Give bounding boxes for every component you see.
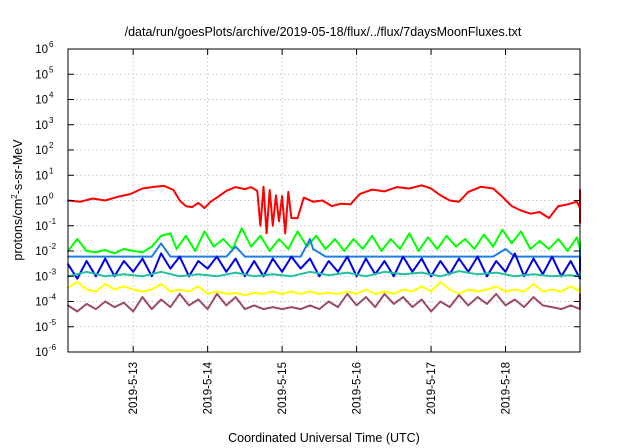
y-axis-label-base: protons/cm <box>11 199 25 261</box>
y-tick-exponent: -4 <box>49 293 57 302</box>
y-tick-base: 10 <box>35 347 48 359</box>
y-tick-label: 10 <box>35 246 48 258</box>
x-tick-label: 2019-5-18 <box>501 362 513 414</box>
y-tick-base: 10 <box>35 297 48 309</box>
y-tick-exponent: -6 <box>49 343 57 352</box>
y-tick-label: 10 <box>35 297 48 309</box>
y-tick-exponent: 3 <box>49 116 54 125</box>
y-tick-base: 10 <box>35 95 48 107</box>
y-tick-exponent: 6 <box>49 40 54 49</box>
y-tick-base: 10 <box>35 221 48 233</box>
series-line-1 <box>67 184 581 235</box>
y-tick-exponent: -5 <box>49 318 57 327</box>
x-axis-label: Coordinated Universal Time (UTC) <box>228 431 420 445</box>
y-tick-label: 10 <box>35 347 48 359</box>
series-line-5 <box>67 270 581 278</box>
series-line-4 <box>67 252 581 280</box>
y-tick-label: 10 <box>35 271 48 283</box>
x-tick-label: 2019-5-16 <box>352 362 364 414</box>
y-tick-base: 10 <box>35 44 48 56</box>
y-tick-base: 10 <box>35 196 48 208</box>
x-tick-labels: 2019-5-13 2019-5-14 2019-5-15 2019-5-16 2019… <box>128 361 512 414</box>
y-tick-base: 10 <box>35 69 48 81</box>
y-tick-label: 10 <box>35 69 48 81</box>
series-line-7 <box>67 292 581 313</box>
y-tick-label: 10 <box>35 221 48 233</box>
y-tick-base: 10 <box>35 120 48 132</box>
x-tick-label: 2019-5-17 <box>426 362 438 414</box>
y-tick-labels: 10 -610 -510 -410 -310 -210 -110 010 110 210 310 41… <box>35 40 56 359</box>
y-axis-label-rest: -s-sr-MeV <box>11 139 25 195</box>
tick-marks <box>68 48 580 353</box>
grid <box>68 49 580 352</box>
series-line-3 <box>67 238 581 258</box>
y-tick-base: 10 <box>35 170 48 182</box>
y-tick-exponent: 0 <box>49 192 54 201</box>
y-tick-exponent: 2 <box>49 141 54 150</box>
x-tick-label: 2019-5-13 <box>128 362 140 414</box>
series-line-6 <box>67 280 581 297</box>
y-tick-exponent: -2 <box>49 242 57 251</box>
x-tick-label: 2019-5-14 <box>203 361 215 414</box>
y-tick-exponent: 4 <box>49 91 54 100</box>
y-tick-exponent: 5 <box>49 65 54 74</box>
y-tick-label: 10 <box>35 170 48 182</box>
y-tick-exponent: 1 <box>49 166 54 175</box>
y-tick-label: 10 <box>35 145 48 157</box>
y-tick-base: 10 <box>35 246 48 258</box>
chart-title: /data/run/goesPlots/archive/2019-05-18/f… <box>125 25 522 39</box>
series-group <box>67 184 581 313</box>
y-tick-label: 10 <box>35 196 48 208</box>
x-tick-label: 2019-5-15 <box>277 362 289 414</box>
y-tick-exponent: -1 <box>49 217 57 226</box>
y-tick-exponent: -3 <box>49 267 57 276</box>
y-axis-label: protons/cm2-s-sr-MeV <box>10 139 25 261</box>
y-tick-base: 10 <box>35 322 48 334</box>
y-tick-base: 10 <box>35 145 48 157</box>
series-line-2 <box>67 227 581 255</box>
y-tick-label: 10 <box>35 44 48 56</box>
y-tick-base: 10 <box>35 271 48 283</box>
y-tick-label: 10 <box>35 120 48 132</box>
y-tick-label: 10 <box>35 322 48 334</box>
y-axis-label-sup: 2 <box>10 194 19 199</box>
y-tick-label: 10 <box>35 95 48 107</box>
